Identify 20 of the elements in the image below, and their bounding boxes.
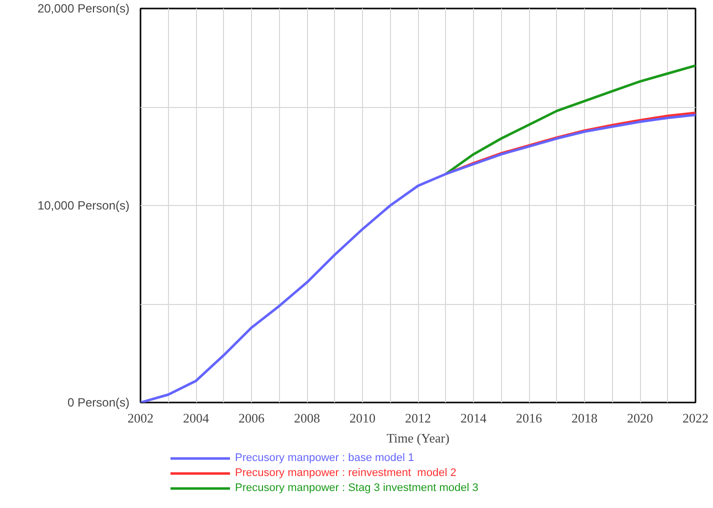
line-series xyxy=(444,64,696,176)
x-tick-label: 2002 xyxy=(128,410,154,426)
x-tick-label: 2008 xyxy=(294,410,320,426)
text: Precusory manpower : base model 1 xyxy=(235,452,414,464)
x-tick-label: 2010 xyxy=(350,410,376,426)
x-tick-label: 2020 xyxy=(627,410,653,426)
x-tick-label: 2004 xyxy=(183,410,210,426)
line-series xyxy=(140,114,696,402)
y-tick-label: 10,000 Person(s) xyxy=(37,198,130,212)
x-tick-label: 2014 xyxy=(460,410,487,426)
x-tick-label: 2022 xyxy=(682,410,708,426)
x-tick-label: 2006 xyxy=(238,410,265,426)
y-tick-label: 20,000 Person(s) xyxy=(37,2,130,16)
text: Precusory manpower : Stag 3 investment model 3 xyxy=(235,482,478,494)
text: Precusory manpower : reinvestment model 2 xyxy=(235,467,456,479)
y-tick-label: 0 Person(s) xyxy=(67,396,130,410)
x-tick-label: 2016 xyxy=(516,410,542,426)
x-axis-title: Time (Year) xyxy=(386,430,450,446)
x-tick-label: 2018 xyxy=(572,410,598,426)
x-tick-label: 2012 xyxy=(405,410,431,426)
